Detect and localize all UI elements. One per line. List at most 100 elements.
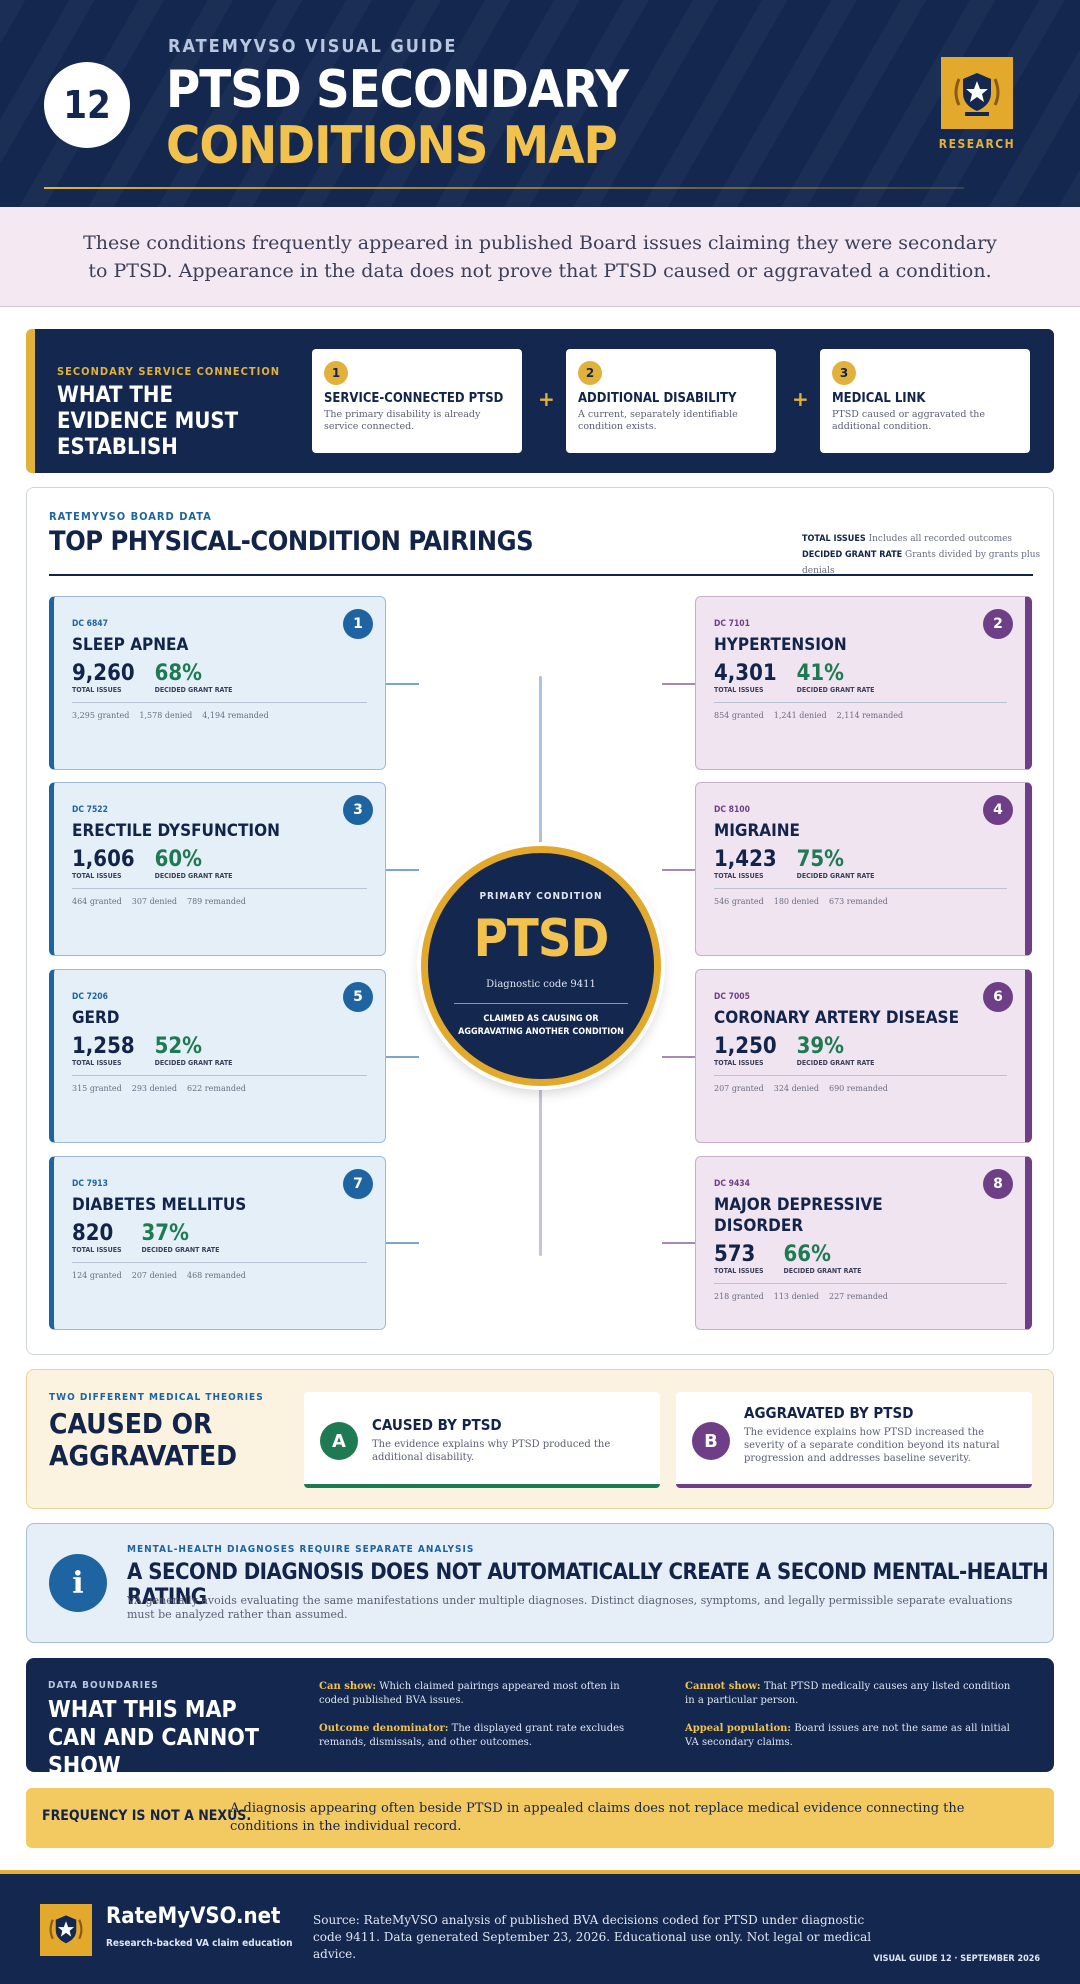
spine-line	[539, 676, 542, 846]
frequency-heading: FREQUENCY IS NOT A NEXUS.	[42, 1808, 252, 1824]
total-issues-value: 1,258	[72, 1034, 135, 1059]
diagnostic-code: DC 7522	[72, 805, 108, 815]
condition-name: GERD	[72, 1008, 120, 1028]
connector-line	[385, 1056, 419, 1058]
card-stats: 820 TOTAL ISSUES 37% DECIDED GRANT RATE	[72, 1221, 367, 1255]
frequency-banner: FREQUENCY IS NOT A NEXUS. A diagnosis ap…	[26, 1788, 1054, 1848]
connector-line	[385, 869, 419, 871]
remanded-count: 622 remanded	[186, 1084, 246, 1093]
plus-icon: +	[538, 387, 555, 411]
condition-card: DC 7913 7 DIABETES MELLITUS 820 TOTAL ISS…	[49, 1156, 386, 1330]
theories-panel: TWO DIFFERENT MEDICAL THEORIES CAUSED OR…	[26, 1369, 1054, 1509]
hub-caption: CLAIMED AS CAUSING OR AGGRAVATING ANOTHE…	[458, 1014, 624, 1037]
pairings-map: RATEMYVSO BOARD DATA TOP PHYSICAL-CONDIT…	[26, 487, 1054, 1355]
diagnostic-code: DC 7206	[72, 992, 108, 1002]
boundaries-title: WHAT THIS MAP CAN AND CANNOT SHOW	[48, 1697, 259, 1779]
legend-total-desc: Includes all recorded outcomes	[868, 534, 1013, 544]
card-stats: 1,258 TOTAL ISSUES 52% DECIDED GRANT RATE	[72, 1034, 367, 1068]
total-issues-stat: 1,606 TOTAL ISSUES	[72, 848, 135, 881]
grant-rate-value: 39%	[796, 1034, 844, 1059]
map-legend: TOTAL ISSUES Includes all recorded outco…	[802, 531, 1042, 579]
map-kicker: RATEMYVSO BOARD DATA	[49, 510, 212, 523]
intro-text: These conditions frequently appeared in …	[83, 231, 997, 282]
outcome-breakdown: 207 granted 324 denied 690 remanded	[714, 1075, 1007, 1093]
step-title: MEDICAL LINK	[832, 391, 926, 406]
denied-count: 180 denied	[773, 897, 819, 906]
grant-rate-label: DECIDED GRANT RATE	[796, 686, 875, 694]
total-issues-value: 1,250	[714, 1034, 777, 1059]
total-issues-stat: 1,258 TOTAL ISSUES	[72, 1034, 135, 1068]
grant-rate-stat: 39% DECIDED GRANT RATE	[796, 1034, 875, 1068]
brand-logo-icon	[40, 1904, 92, 1956]
hub-divider	[454, 1003, 628, 1004]
grant-rate-stat: 68% DECIDED GRANT RATE	[154, 661, 233, 695]
diagnostic-code: DC 7913	[72, 1179, 108, 1189]
denied-count: 207 denied	[131, 1271, 177, 1280]
boundary-item: Cannot show: That PTSD medically causes …	[685, 1680, 1015, 1708]
rank-badge: 4	[983, 795, 1013, 825]
total-issues-label: TOTAL ISSUES	[72, 686, 122, 694]
connector-line	[385, 1242, 419, 1244]
remanded-count: 789 remanded	[186, 897, 246, 906]
evidence-step-card: 3 MEDICAL LINK PTSD caused or aggravated…	[820, 349, 1030, 453]
outcome-breakdown: 315 granted 293 denied 622 remanded	[72, 1075, 367, 1093]
grant-rate-value: 37%	[141, 1221, 189, 1246]
diagnostic-code: DC 9434	[714, 1179, 750, 1189]
evidence-panel: SECONDARY SERVICE CONNECTION WHAT THE EV…	[26, 329, 1054, 473]
total-issues-stat: 820 TOTAL ISSUES	[72, 1221, 122, 1255]
grant-rate-stat: 37% DECIDED GRANT RATE	[141, 1221, 220, 1255]
header: 12 RATEMYVSO VISUAL GUIDE PTSD SECONDARY…	[0, 0, 1080, 207]
grant-rate-value: 60%	[154, 847, 202, 872]
info-icon: i	[49, 1554, 107, 1612]
grant-rate-value: 68%	[154, 661, 202, 686]
total-issues-value: 820	[72, 1221, 114, 1246]
condition-card: DC 8100 4 MIGRAINE 1,423 TOTAL ISSUES 75%…	[695, 782, 1032, 956]
total-issues-label: TOTAL ISSUES	[714, 872, 764, 880]
evidence-step-card: 2 ADDITIONAL DISABILITY A current, separ…	[566, 349, 776, 453]
outcome-breakdown: 124 granted 207 denied 468 remanded	[72, 1262, 367, 1280]
granted-count: 207 granted	[714, 1084, 764, 1093]
boundary-item: Can show: Which claimed pairings appeare…	[319, 1680, 649, 1708]
boundary-label: Cannot show:	[685, 1681, 761, 1692]
grant-rate-label: DECIDED GRANT RATE	[141, 1246, 220, 1254]
remanded-count: 227 remanded	[828, 1292, 888, 1301]
boundaries-kicker: DATA BOUNDARIES	[48, 1680, 159, 1691]
denied-count: 1,241 denied	[773, 711, 827, 720]
rank-badge: 3	[343, 795, 373, 825]
step-description: The primary disability is already servic…	[324, 409, 481, 432]
boundary-item: Outcome denominator: The displayed grant…	[319, 1722, 649, 1750]
boundary-label: Outcome denominator:	[319, 1723, 449, 1734]
connector-line	[662, 683, 696, 685]
boundary-label: Appeal population:	[685, 1723, 792, 1734]
condition-card: DC 7206 5 GERD 1,258 TOTAL ISSUES 52% DECI…	[49, 969, 386, 1143]
condition-card: DC 7005 6 CORONARY ARTERY DISEASE 1,250 T…	[695, 969, 1032, 1143]
hub-title: PTSD	[473, 909, 610, 969]
total-issues-label: TOTAL ISSUES	[714, 686, 764, 694]
condition-card: DC 6847 1 SLEEP APNEA 9,260 TOTAL ISSUES …	[49, 596, 386, 770]
granted-count: 124 granted	[72, 1271, 122, 1280]
step-title: SERVICE-CONNECTED PTSD	[324, 391, 504, 406]
remanded-count: 690 remanded	[828, 1084, 888, 1093]
condition-name: MIGRAINE	[714, 821, 801, 841]
outcome-breakdown: 546 granted 180 denied 673 remanded	[714, 888, 1007, 906]
seal-label: RESEARCH	[938, 137, 1016, 151]
grant-rate-label: DECIDED GRANT RATE	[154, 1059, 233, 1067]
granted-count: 546 granted	[714, 897, 764, 906]
intro-banner: These conditions frequently appeared in …	[0, 207, 1080, 307]
condition-name: HYPERTENSION	[714, 635, 847, 655]
map-divider	[49, 574, 1033, 576]
denied-count: 307 denied	[131, 897, 177, 906]
info-title: A SECOND DIAGNOSIS DOES NOT AUTOMATICALL…	[127, 1560, 1049, 1610]
data-boundaries-panel: DATA BOUNDARIES WHAT THIS MAP CAN AND CA…	[26, 1658, 1054, 1779]
condition-card: DC 7101 2 HYPERTENSION 4,301 TOTAL ISSUES…	[695, 596, 1032, 770]
legend-rate-label: DECIDED GRANT RATE	[802, 550, 903, 560]
theory-card-aggravated: B AGGRAVATED BY PTSD The evidence explai…	[676, 1392, 1032, 1488]
denied-count: 293 denied	[131, 1084, 177, 1093]
total-issues-value: 1,423	[714, 847, 777, 872]
rank-badge: 1	[343, 609, 373, 639]
legend-total-label: TOTAL ISSUES	[802, 534, 866, 544]
grant-rate-value: 41%	[796, 661, 844, 686]
outcome-breakdown: 3,295 granted 1,578 denied 4,194 remanded	[72, 702, 367, 720]
grant-rate-label: DECIDED GRANT RATE	[796, 872, 875, 880]
total-issues-label: TOTAL ISSUES	[72, 1246, 122, 1254]
